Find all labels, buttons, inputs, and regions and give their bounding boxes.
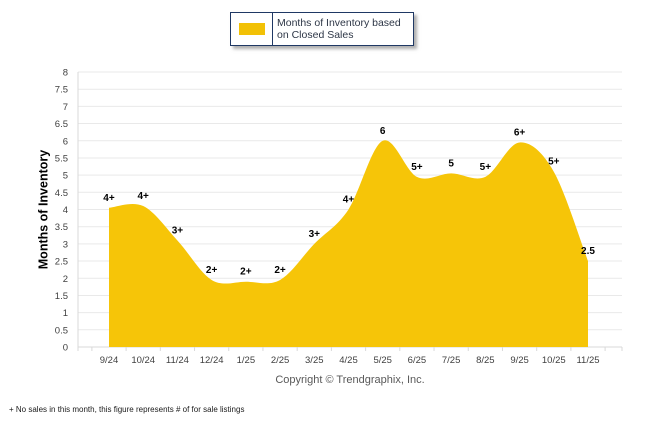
- y-tick-label: 2: [63, 274, 68, 285]
- data-labels: 4+ 4+ 3+ 2+ 2+ 2+ 3+ 4+ 6 5+ 5 5+ 6+ 5+ 2.5: [103, 126, 595, 278]
- x-tick-label: 11/24: [166, 355, 189, 366]
- x-tick-label: 3/25: [305, 355, 324, 366]
- y-tick-label: 5.5: [55, 153, 68, 164]
- data-label: 5: [448, 158, 454, 169]
- x-tick-label: 9/24: [100, 355, 119, 366]
- data-label: 3+: [309, 229, 321, 240]
- footnote-text: + No sales in this month, this figure re…: [9, 405, 245, 414]
- x-tick-label: 12/24: [200, 355, 224, 366]
- data-label: 2.5: [581, 246, 595, 257]
- copyright-text: Copyright © Trendgraphix, Inc.: [275, 374, 425, 386]
- x-tick-label: 5/25: [373, 355, 392, 366]
- chart-legend: Months of Inventory based on Closed Sale…: [230, 12, 414, 46]
- x-tick-label: 1/25: [237, 355, 256, 366]
- x-tick-label: 6/25: [408, 355, 427, 366]
- data-label: 2+: [274, 265, 286, 276]
- y-axis-labels: 0 0.5 1 1.5 2 2.5 3 3.5 4 4.5 5 5.5 6 6.5 7 7.5 8: [55, 68, 68, 354]
- legend-swatch: [238, 23, 265, 35]
- data-label: 5+: [480, 162, 492, 173]
- y-tick-label: 5: [63, 171, 68, 182]
- x-tick-label: 8/25: [476, 355, 495, 366]
- y-tick-label: 0: [63, 343, 68, 354]
- x-tick-label: 10/24: [131, 355, 155, 366]
- y-tick-label: 1: [63, 308, 68, 319]
- data-label: 3+: [172, 225, 184, 236]
- x-tick-label: 11/25: [576, 355, 599, 366]
- y-tick-label: 6.5: [55, 119, 68, 130]
- legend-label-line2: on Closed Sales: [277, 29, 354, 41]
- x-tick-label: 7/25: [442, 355, 461, 366]
- data-label: 6+: [514, 127, 526, 138]
- x-axis-ticks: [91, 347, 623, 351]
- y-tick-label: 2.5: [55, 257, 68, 268]
- data-label: 4+: [138, 191, 150, 202]
- y-tick-label: 4: [63, 205, 68, 216]
- x-tick-label: 2/25: [271, 355, 290, 366]
- data-label: 5+: [411, 162, 423, 173]
- y-tick-label: 7: [63, 102, 68, 113]
- y-tick-label: 3: [63, 239, 68, 250]
- data-label: 4+: [343, 195, 355, 206]
- data-label: 2+: [206, 265, 218, 276]
- y-tick-label: 7.5: [55, 85, 68, 96]
- x-tick-label: 10/25: [542, 355, 566, 366]
- legend-label-line1: Months of Inventory based: [277, 16, 401, 29]
- x-tick-label: 9/25: [510, 355, 529, 366]
- y-tick-label: 3.5: [55, 222, 68, 233]
- legend-swatch-cell: [231, 13, 272, 45]
- y-tick-label: 0.5: [55, 325, 68, 336]
- y-tick-label: 1.5: [55, 291, 68, 302]
- legend-label: Months of Inventory based on Closed Sale…: [272, 13, 413, 45]
- data-label: 6: [380, 126, 386, 137]
- area-series: [109, 140, 588, 347]
- y-tick-label: 4.5: [55, 188, 68, 199]
- x-tick-label: 4/25: [339, 355, 358, 366]
- data-label: 5+: [548, 157, 560, 168]
- x-axis-labels: 9/24 10/24 11/24 12/24 1/25 2/25 3/25 4/25 5/25 6…: [100, 355, 600, 366]
- y-tick-label: 8: [63, 68, 68, 79]
- data-label: 4+: [103, 193, 115, 204]
- data-label: 2+: [240, 267, 252, 278]
- y-tick-label: 6: [63, 136, 68, 147]
